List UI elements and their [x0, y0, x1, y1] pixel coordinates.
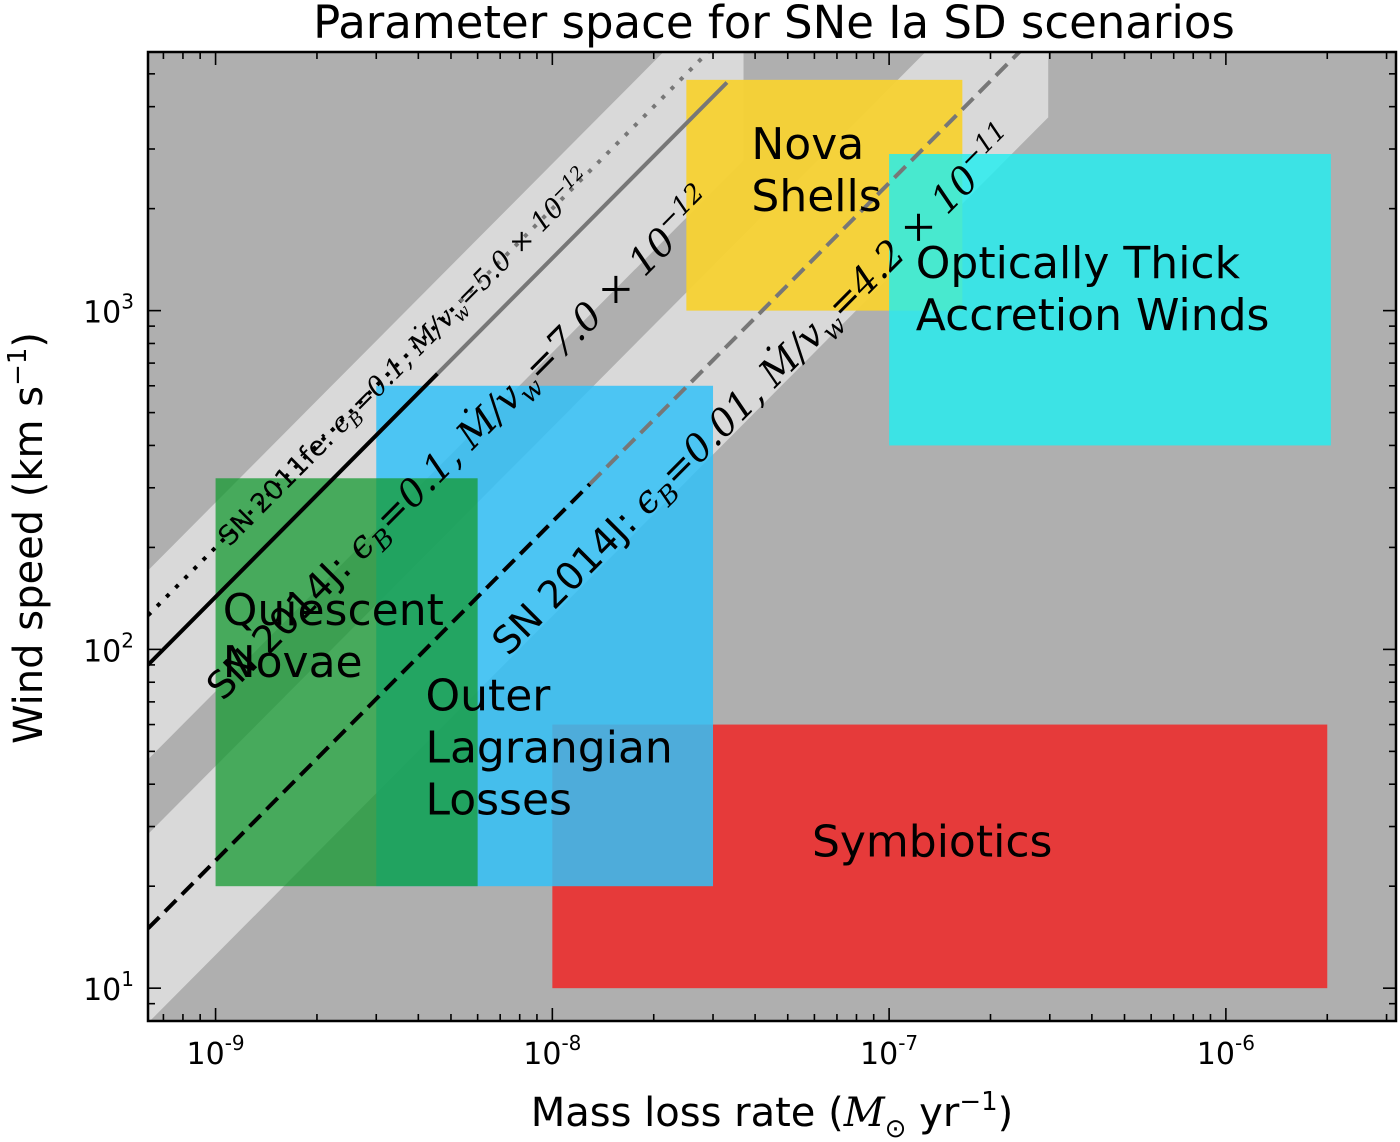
- y-tick-label-exp: 3: [121, 290, 134, 314]
- region-label-line: Shells: [751, 171, 881, 222]
- region-label-line: Quiescent: [223, 585, 444, 636]
- limit-line-sn-2011fe-0-dark: [148, 299, 462, 617]
- region-label-line: Novae: [223, 637, 363, 688]
- limit-line-sn-2014j-2-dark: [148, 482, 592, 930]
- x-axis-label-units: yr: [906, 1090, 959, 1136]
- region-label-line: Symbiotics: [812, 816, 1053, 867]
- plot-frame: [146, 50, 1398, 1023]
- region-label-line: Nova: [751, 119, 864, 170]
- x-tick-label-exp: -8: [561, 1031, 581, 1055]
- x-axis-label-main: Mass loss rate (: [531, 1090, 844, 1136]
- limit-line-sn-2014j-1-dark: [148, 372, 439, 667]
- x-axis-label-close: ): [998, 1090, 1014, 1136]
- region-label-line: Lagrangian: [425, 723, 672, 774]
- x-axis-label: Mass loss rate (M⊙ yr−1): [531, 1087, 1014, 1142]
- x-axis-label-subscript: ⊙: [885, 1114, 907, 1142]
- x-tick-label-base: 10: [187, 1037, 225, 1072]
- x-tick-label-exp: -6: [1235, 1031, 1255, 1055]
- region-label-line: Optically Thick: [916, 238, 1241, 289]
- y-axis-label-main: Wind speed (km s: [6, 386, 52, 744]
- limit-lines: [148, 52, 1023, 930]
- region-label-quiescent-novae: Quiescent Novae: [223, 585, 444, 688]
- y-tick-label-base: 10: [83, 973, 121, 1008]
- scenario-regions: [215, 79, 1331, 989]
- region-label-outer-lagrangian-losses: Outer Lagrangian Losses: [425, 671, 672, 826]
- limit-line-sn-2011fe-0-light: [458, 52, 711, 303]
- y-tick-label: 103: [83, 290, 134, 331]
- region-label-nova-shells: Nova Shells: [751, 119, 881, 222]
- y-tick-label-base: 10: [83, 634, 121, 669]
- x-tick-label-base: 10: [1197, 1037, 1235, 1072]
- y-axis-label-close: ): [6, 332, 52, 348]
- y-tick-label-exp: 1: [121, 967, 134, 991]
- y-tick-label: 101: [83, 967, 134, 1008]
- region-label-line: Accretion Winds: [916, 290, 1270, 341]
- region-label-symbiotics: Symbiotics: [812, 816, 1053, 867]
- x-tick-label-exp: -9: [225, 1031, 245, 1055]
- x-tick-label-exp: -7: [898, 1031, 918, 1055]
- y-axis-label-exponent: −1: [3, 348, 33, 386]
- region-labels: Nova Shells Optically Thick Accretion Winds…: [223, 119, 1270, 867]
- chart-title: Parameter space for SNe Ia SD scenarios: [313, 0, 1235, 49]
- region-label-optically-thick-accretion-winds: Optically Thick Accretion Winds: [916, 238, 1270, 341]
- region-label-line: Losses: [425, 775, 572, 826]
- y-tick-label: 102: [83, 628, 134, 669]
- limit-line-sn-2014j-1-light: [436, 81, 729, 376]
- x-tick-label: 10-8: [523, 1031, 581, 1072]
- x-tick-label-base: 10: [860, 1037, 898, 1072]
- x-axis-label-exponent: −1: [959, 1087, 997, 1117]
- x-tick-label: 10-9: [187, 1031, 245, 1072]
- x-tick-label: 10-6: [1197, 1031, 1255, 1072]
- y-tick-label-exp: 2: [121, 628, 134, 652]
- x-tick-label-base: 10: [523, 1037, 561, 1072]
- y-axis-label: Wind speed (km s−1): [3, 332, 52, 744]
- region-label-line: Outer: [425, 671, 551, 722]
- axis-ticks: [148, 52, 1396, 1022]
- limit-line-sn-2014j-2-light: [588, 52, 1023, 486]
- y-tick-label-base: 10: [83, 296, 121, 331]
- x-axis-label-symbol: M: [843, 1090, 886, 1136]
- region-optically-thick-accretion-winds: [889, 153, 1331, 446]
- x-tick-label: 10-7: [860, 1031, 918, 1072]
